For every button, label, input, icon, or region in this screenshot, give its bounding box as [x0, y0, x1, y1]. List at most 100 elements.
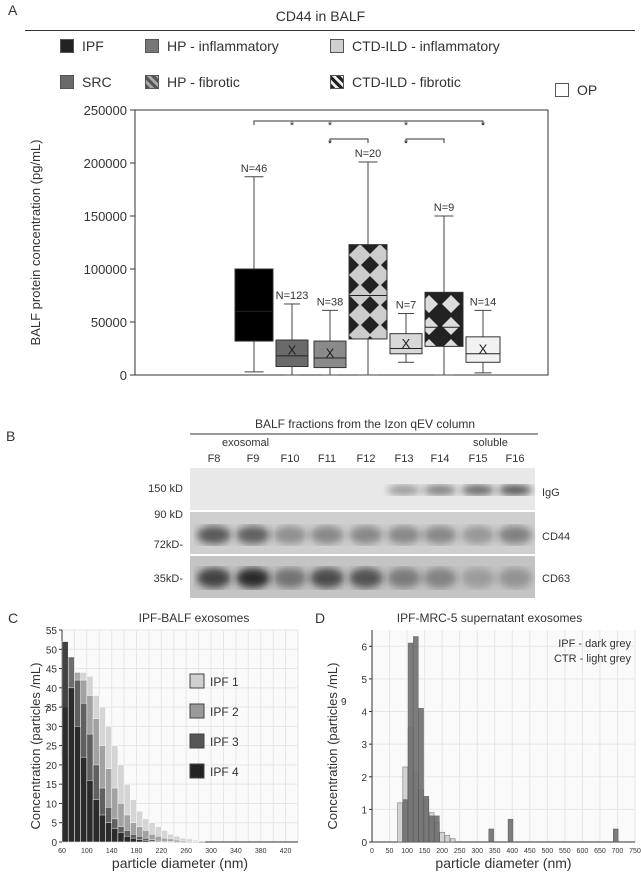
hist-bar: [105, 822, 112, 843]
hist-bar: [397, 802, 403, 843]
n-label: N=14: [470, 296, 497, 308]
mean-marker: X: [326, 346, 335, 361]
y-tick-label: 0: [361, 838, 367, 849]
hist-bar: [488, 828, 494, 843]
legend-item-6: OP: [555, 82, 597, 98]
mean-marker: X: [402, 336, 411, 351]
n-label: N=9: [434, 202, 455, 214]
y-tick-label: 0: [51, 838, 57, 849]
legend-swatch: [189, 733, 205, 749]
panel-b-letter: B: [6, 428, 16, 444]
hist-bar: [92, 799, 100, 843]
y-axis-exponent: 9: [341, 697, 347, 708]
y-axis-label: BALF protein concentration (pg/mL): [28, 140, 43, 346]
hist-bar: [402, 799, 409, 843]
legend-swatch: [60, 39, 74, 53]
legend-swatch: [189, 673, 205, 689]
hist-bar: [413, 636, 419, 843]
panel-a-boxplot: 0 50000 100000 150000 200000 250000 BALF prote…: [28, 103, 549, 383]
legend-label: HP - inflammatory: [167, 38, 279, 54]
hist-bar: [61, 641, 69, 843]
panel-c-letter: C: [8, 610, 19, 626]
note-line: CTR - light grey: [554, 653, 632, 665]
n-label: N=123: [276, 290, 309, 302]
band-cd63: [461, 568, 495, 588]
hist-bar: [507, 818, 514, 843]
hist-bar: [117, 832, 125, 843]
y-tick-label: 150000: [84, 209, 127, 224]
y-tick-label: 0: [120, 368, 127, 383]
x-tick-label: 220: [156, 848, 168, 855]
band-cd63: [236, 568, 270, 588]
band-igg: [461, 485, 495, 495]
y-tick-label: 100000: [84, 262, 127, 277]
hist-bar: [67, 687, 75, 843]
x-tick-label: 150: [419, 848, 431, 855]
significance-bracket: [405, 138, 445, 143]
y-tick-label: 200000: [84, 156, 127, 171]
blot-title: BALF fractions from the Izon qEV column: [255, 417, 475, 431]
legend-swatch: [555, 83, 569, 97]
band-label: CD63: [542, 573, 570, 585]
hist-bar: [142, 840, 150, 843]
hist-bar: [407, 642, 414, 843]
panel-c-histogram: 0 5 10 15 20 25 30 35 40 45 50 55 60 100 140 180 220 260 3…: [28, 611, 299, 871]
y-tick-label: 40: [46, 684, 58, 695]
legend-label: IPF 2: [210, 705, 239, 719]
x-tick-label: 400: [506, 848, 518, 855]
lane-label: F14: [431, 453, 450, 465]
legend-label: IPF 3: [210, 735, 239, 749]
significance-star: *: [328, 120, 333, 132]
lane-label: F11: [318, 453, 336, 465]
x-tick-label: 180: [131, 848, 143, 855]
x-tick-label: 100: [401, 848, 413, 855]
box: [313, 340, 347, 369]
band-cd63: [349, 568, 383, 588]
chart-title: IPF-BALF exosomes: [139, 611, 250, 625]
y-tick-label: 6: [361, 642, 367, 653]
band-cd63: [310, 568, 344, 588]
n-label: N=7: [396, 300, 417, 312]
chart-title: IPF-MRC-5 supernatant exosomes: [397, 611, 582, 625]
x-tick-label: 200: [436, 848, 448, 855]
hist-bar: [423, 796, 430, 843]
legend-swatch: [189, 763, 205, 779]
band-cd63: [273, 568, 307, 588]
band-cd63: [423, 568, 457, 588]
x-tick-label: 300: [471, 848, 483, 855]
y-tick-label: 250000: [84, 103, 127, 118]
panel-a-title-rule: [25, 30, 635, 31]
n-label: N=46: [241, 163, 268, 175]
hist-bar: [198, 840, 206, 843]
hist-bar: [148, 840, 156, 843]
x-tick-label: 350: [489, 848, 501, 855]
hist-bar: [99, 814, 106, 843]
plot-frame: [134, 109, 549, 376]
y-tick-label: 15: [46, 780, 58, 791]
band-cd44: [423, 526, 457, 544]
hist-bar: [123, 835, 131, 843]
y-tick-label: 30: [46, 722, 58, 733]
band-cd63: [498, 568, 532, 588]
y-tick-label: 10: [46, 799, 58, 810]
significance-bracket: [329, 138, 369, 143]
legend-item-5: CTD-ILD - fibrotic: [330, 74, 461, 90]
hist-bar: [80, 756, 88, 843]
lane-label: F8: [208, 453, 221, 465]
x-axis-label: particle diameter (nm): [435, 855, 571, 871]
band-cd44: [461, 526, 495, 544]
panel-d-histogram: 0 1 2 3 4 5 6 0 50 100 150 200 250 300 350 400 450 500 550…: [325, 611, 641, 871]
x-axis-label: particle diameter (nm): [112, 855, 248, 871]
hist-bar: [130, 837, 137, 843]
hist-bar: [449, 838, 456, 843]
legend-label: CTD-ILD - inflammatory: [352, 38, 500, 54]
mean-marker: X: [479, 342, 488, 357]
y-tick-label: 25: [46, 742, 58, 753]
x-tick-label: 420: [280, 848, 292, 855]
y-axis-label: Concentration (particles /mL): [325, 663, 340, 830]
legend-label: IPF: [82, 38, 104, 54]
hist-bar: [136, 839, 143, 843]
exosomal-label: exosomal: [222, 437, 269, 449]
band-cd44: [273, 526, 307, 544]
x-tick-label: 600: [577, 848, 589, 855]
